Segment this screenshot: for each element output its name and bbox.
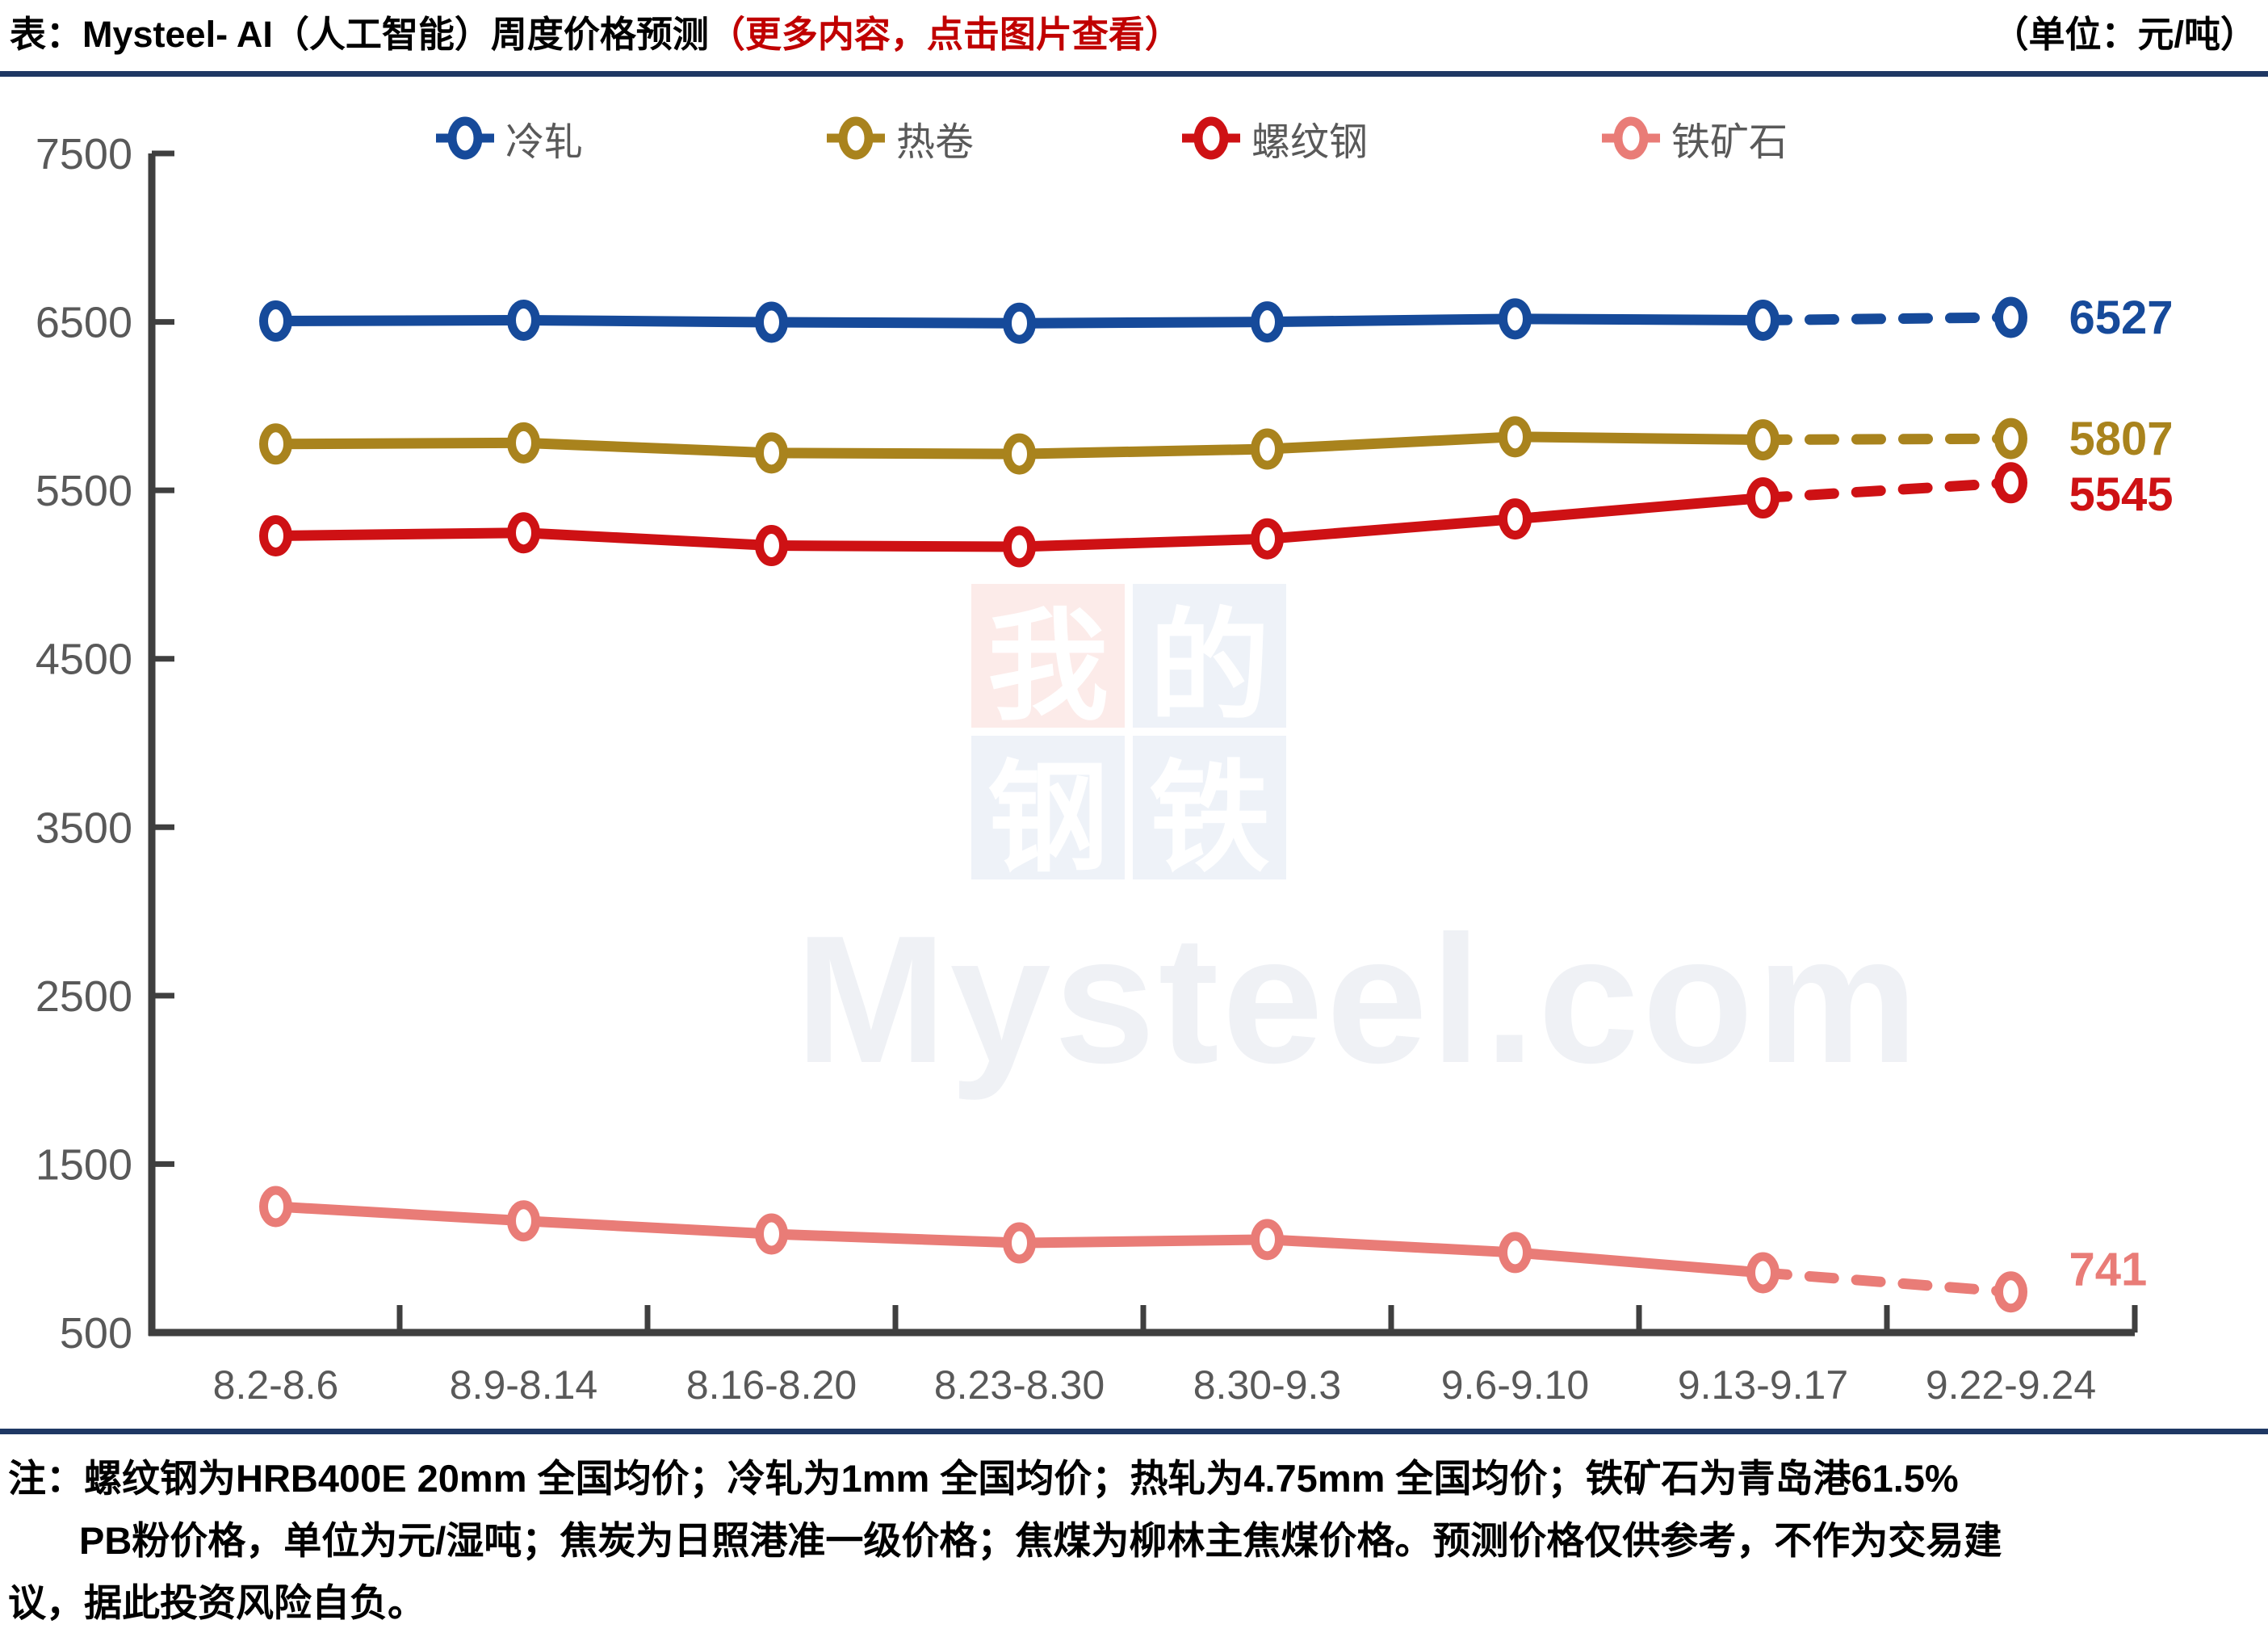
y-tick-label: 500 [60,1309,132,1358]
data-point-marker [1003,526,1036,568]
chart-title: 表：Mysteel- AI（人工智能）周度价格预测（更多内容，点击图片查看） [10,5,1181,57]
data-point-marker [755,301,788,343]
data-point-marker [1994,418,2027,460]
series-end-value-2: 5545 [2069,468,2174,521]
footnote: 注：螺纹钢为HRB400E 20mm 全国均价；冷轧为1mm 全国均价；热轧为4… [8,1447,2260,1634]
data-point-marker [1746,419,1780,461]
data-point-marker [755,432,788,474]
category-label: 9.6-9.10 [1441,1362,1589,1408]
data-point-marker [507,512,540,554]
y-tick-label: 1500 [36,1140,132,1189]
legend-marker-icon [827,116,885,160]
data-point-marker [1994,462,2027,504]
data-point-marker [1003,1222,1036,1264]
data-point-marker [507,299,540,341]
footnote-line-2: PB粉价格，单位为元/湿吨；焦炭为日照港准一级价格；焦煤为柳林主焦煤价格。预测价… [79,1519,2002,1562]
category-label: 8.30-9.3 [1193,1362,1341,1408]
data-point-marker [1003,433,1036,475]
footnote-line-1: 注：螺纹钢为HRB400E 20mm 全国均价；冷轧为1mm 全国均价；热轧为4… [8,1457,1959,1500]
data-point-marker [1994,296,2027,338]
legend-item-1: 热卷 [827,110,974,166]
footnote-line-3: 议，据此投资风险自负。 [8,1581,426,1624]
y-tick-label: 7500 [36,130,132,178]
data-point-marker [1251,518,1284,560]
title-click-hint[interactable]: （更多内容，点击图片查看） [708,14,1181,55]
data-point-marker [259,1186,292,1228]
legend-label: 铁矿石 [1671,121,1788,164]
series-forecast-line-3 [1758,1267,2016,1298]
header: 表：Mysteel- AI（人工智能）周度价格预测（更多内容，点击图片查看） （… [10,5,2257,57]
data-point-marker [259,423,292,465]
series-forecast-line-0 [1758,312,2016,325]
legend-label: 冷轧 [505,121,584,164]
category-label: 9.22-9.24 [1926,1362,2096,1408]
data-point-marker [1746,477,1780,519]
series-end-value-0: 6527 [2069,292,2174,344]
data-point-marker [1251,301,1284,343]
data-point-marker [1994,1271,2027,1313]
footer-divider [0,1429,2268,1434]
data-point-marker [1499,1232,1532,1274]
data-point-marker [755,1213,788,1255]
series-forecast-line-2 [1758,477,2016,504]
category-label: 8.16-8.20 [686,1362,857,1408]
y-tick-label: 4500 [36,636,132,684]
category-label: 8.23-8.30 [934,1362,1105,1408]
legend-item-3: 铁矿石 [1602,110,1788,166]
data-point-marker [507,1200,540,1242]
data-point-marker [1499,298,1532,340]
data-point-marker [1499,416,1532,458]
y-tick-label: 3500 [36,804,132,852]
legend-item-2: 螺纹钢 [1182,110,1368,166]
category-label: 8.9-8.14 [450,1362,597,1408]
data-point-marker [1251,1219,1284,1261]
legend-item-0: 冷轧 [436,110,583,166]
series-end-value-3: 741 [2069,1244,2148,1296]
data-point-marker [1003,302,1036,344]
legend-label: 螺纹钢 [1251,121,1369,164]
category-label: 9.13-9.17 [1678,1362,1848,1408]
data-point-marker [1746,299,1780,341]
data-point-marker [259,514,292,556]
legend-label: 热卷 [896,121,975,164]
data-point-marker [755,525,788,567]
unit-label: （单位：元/吨） [1992,14,2257,55]
y-tick-label: 2500 [36,972,132,1021]
legend-marker-icon [1182,116,1240,160]
series-end-value-1: 5807 [2069,413,2174,465]
title-text: 表：Mysteel- AI（人工智能）周度价格预测 [10,14,709,55]
category-label: 8.2-8.6 [213,1362,339,1408]
data-point-marker [1251,428,1284,470]
legend-marker-icon [1602,116,1660,160]
header-divider [0,71,2268,77]
data-point-marker [259,300,292,342]
legend-marker-icon [436,116,494,160]
y-tick-label: 5500 [36,467,132,515]
data-point-marker [507,422,540,464]
data-point-marker [1499,498,1532,540]
y-tick-label: 6500 [36,299,132,347]
data-point-marker [1746,1252,1780,1294]
